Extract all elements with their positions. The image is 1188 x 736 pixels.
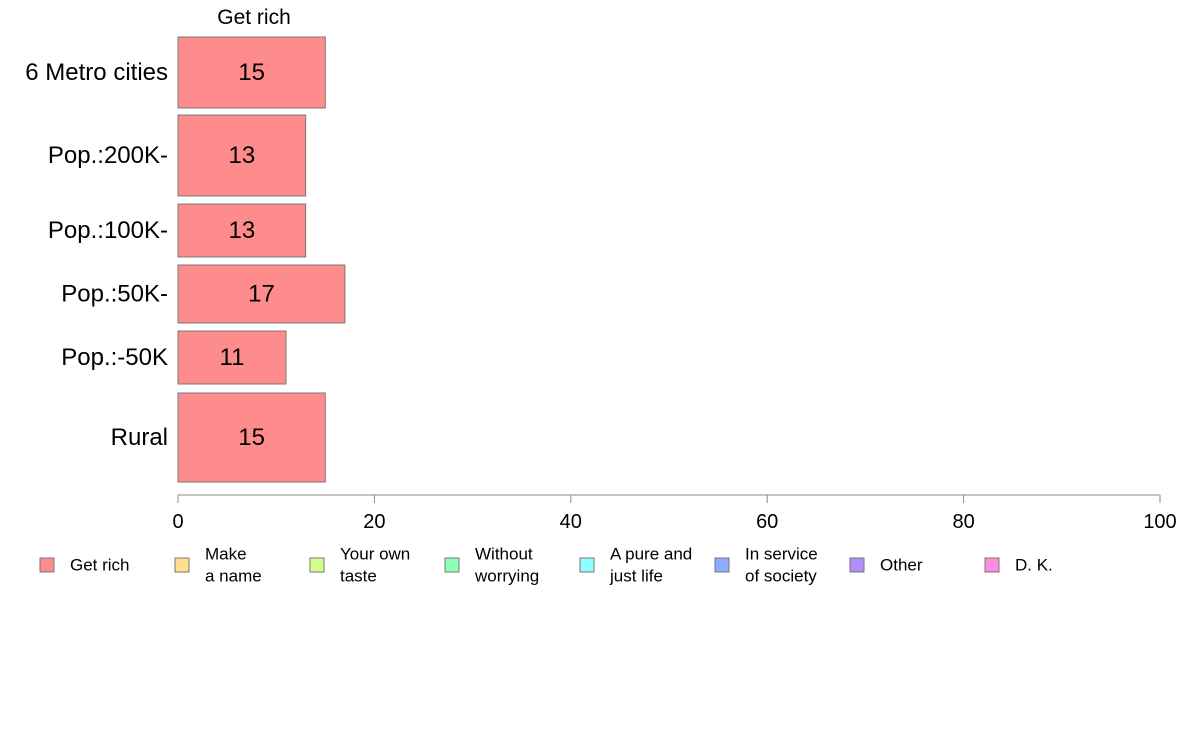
x-tick-label: 80: [952, 511, 974, 533]
legend-label: a name: [205, 567, 262, 586]
legend-label: of society: [745, 567, 817, 586]
x-tick-label: 0: [172, 511, 183, 533]
legend-swatch: [984, 557, 1000, 573]
legend-swatch: [849, 557, 865, 573]
data-label: 15: [238, 424, 265, 451]
legend-swatch: [39, 557, 55, 573]
legend-item: In service of society: [714, 545, 818, 586]
legend-swatch: [444, 557, 460, 573]
legend-item: Make a name: [174, 545, 262, 586]
category-label: Pop.:200K-: [48, 142, 168, 169]
data-label: 17: [248, 281, 275, 308]
category-label: Pop.:100K-: [48, 217, 168, 244]
bar: [177, 392, 326, 483]
category-label: Rural: [111, 424, 168, 451]
legend-item: D. K.: [984, 556, 1053, 575]
category-label: 6 Metro cities: [25, 59, 168, 86]
bar: [177, 203, 307, 258]
legend-label: A pure and: [610, 545, 692, 564]
data-label: 15: [238, 59, 265, 86]
legend-label: Without: [475, 545, 533, 564]
data-label: 13: [228, 217, 255, 244]
x-tick-label: 40: [560, 511, 582, 533]
legend-swatch: [309, 557, 325, 573]
legend-swatch: [714, 557, 730, 573]
bar: [177, 330, 287, 385]
legend-item: Your own taste: [309, 545, 410, 586]
bar: [177, 36, 326, 109]
legend-label: Make: [205, 545, 247, 564]
category-label: Pop.:-50K: [61, 344, 168, 371]
legend-swatch: [579, 557, 595, 573]
x-tick-label: 60: [756, 511, 778, 533]
legend-label: D. K.: [1015, 556, 1053, 575]
x-tick-label: 20: [363, 511, 385, 533]
bar: [177, 114, 307, 197]
data-label: 13: [228, 142, 255, 169]
legend: Get rich Make a name Your own taste Without wo…: [39, 545, 1053, 586]
legend-item: Get rich: [39, 556, 130, 575]
legend-label: taste: [340, 567, 377, 586]
legend-label: worrying: [474, 567, 539, 586]
legend-label: Other: [880, 556, 923, 575]
legend-label: just life: [609, 567, 663, 586]
chart-title: Get rich: [217, 6, 291, 29]
data-label: 11: [220, 344, 245, 371]
bars: 15 6 Metro cities 13 Pop.:200K- 13 Pop.:100K-…: [25, 36, 346, 483]
x-tick-label: 100: [1143, 511, 1176, 533]
legend-label: In service: [745, 545, 818, 564]
legend-item: Other: [849, 556, 923, 575]
legend-item: Without worrying: [444, 545, 539, 586]
legend-item: A pure and just life: [579, 545, 692, 586]
legend-swatch: [174, 557, 190, 573]
category-label: Pop.:50K-: [61, 281, 168, 308]
legend-label: Get rich: [70, 556, 130, 575]
x-axis: 0 20 40 60 80 100: [172, 494, 1177, 533]
bar: [177, 264, 346, 324]
legend-label: Your own: [340, 545, 410, 564]
